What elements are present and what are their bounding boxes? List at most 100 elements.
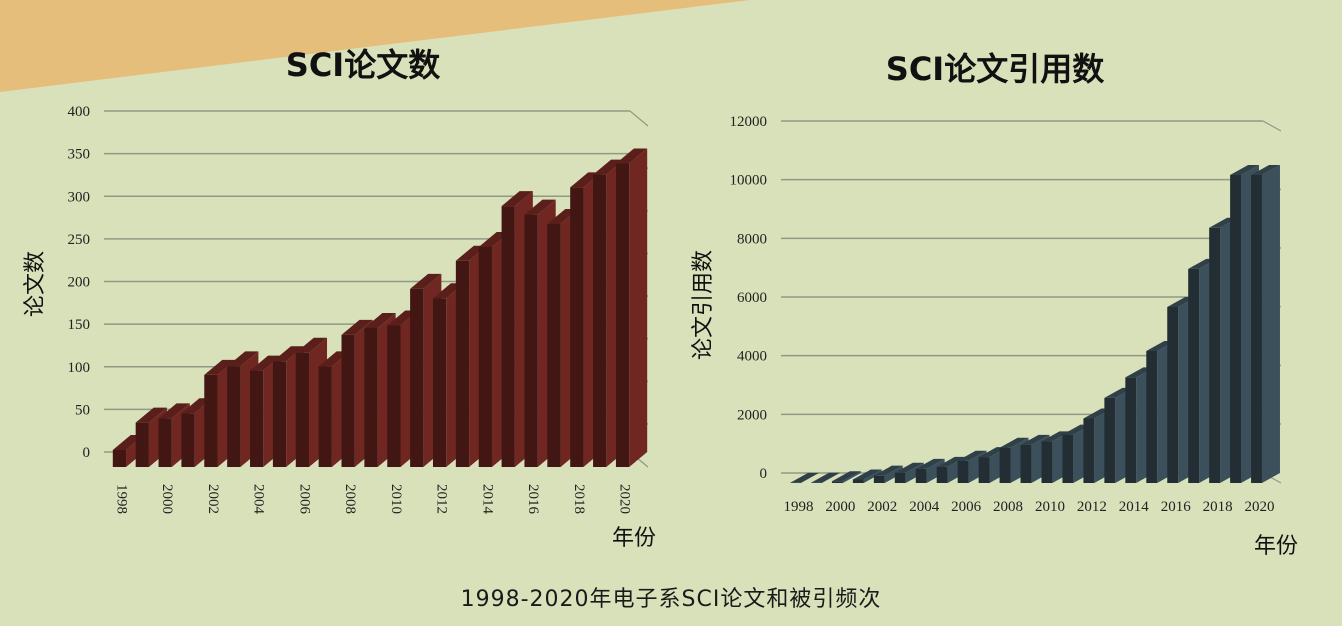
citations-bar-side	[884, 465, 903, 483]
papers-bar-front	[181, 413, 195, 467]
papers-bar-front	[501, 206, 515, 467]
papers-bar-front	[524, 214, 538, 467]
citations-x-tick-label: 2010	[1035, 499, 1065, 515]
papers-x-tick-label: 2002	[205, 484, 221, 514]
citations-x-tick-label: 2018	[1203, 499, 1233, 515]
papers-y-tick-label: 100	[68, 360, 91, 376]
papers-bar-top	[364, 313, 396, 329]
citations-x-tick-label: 2020	[1245, 499, 1275, 515]
citations-bar-front	[999, 447, 1011, 483]
citations-x-tick-label: 2016	[1161, 499, 1192, 515]
citations-bar-front	[1062, 434, 1074, 483]
citations-bar-top	[1041, 431, 1071, 442]
citations-bar-front	[1125, 377, 1137, 483]
papers-x-tick-label: 2004	[251, 484, 267, 515]
citations-x-tick-label: 2004	[909, 499, 940, 515]
papers-bar-top	[158, 403, 190, 419]
papers-bar-top	[272, 346, 305, 362]
papers-y-tick-label: 300	[68, 189, 91, 205]
papers-y-tick-label: 350	[68, 147, 91, 163]
papers-x-tick-label: 2006	[296, 484, 312, 515]
citations-bar-front	[1188, 268, 1200, 483]
citations-bar-top	[852, 469, 882, 480]
papers-bar-front	[387, 325, 401, 467]
citations-bar	[810, 472, 840, 483]
citations-y-axis-title: 论文引用数	[691, 250, 716, 360]
citations-y-tick-label: 6000	[737, 290, 767, 306]
papers-bar	[615, 148, 648, 467]
papers-bar-top	[295, 337, 328, 353]
papers-x-tick-label: 2018	[571, 484, 587, 514]
citations-bar-front	[915, 468, 927, 483]
citations-bar-side	[1261, 165, 1280, 483]
papers-x-tick-label: 2010	[388, 484, 404, 514]
papers-bar-front	[341, 334, 355, 467]
citations-bar-front	[831, 481, 843, 483]
citations-bar-front	[1146, 351, 1158, 483]
papers-y-tick-label: 250	[68, 232, 91, 248]
citations-x-axis-title: 年份	[1254, 534, 1298, 559]
citations-bar-front	[1167, 307, 1179, 483]
papers-bar-front	[593, 174, 607, 467]
citations-bar-front	[1209, 227, 1221, 483]
citations-bar-front	[894, 472, 906, 483]
citations-bar-side	[842, 471, 861, 483]
papers-x-tick-label: 2008	[342, 484, 358, 514]
citations-bar-top	[790, 472, 819, 483]
papers-bar-front	[410, 288, 424, 467]
citations-y-tick-label: 4000	[737, 349, 767, 365]
citations-bar-top	[831, 471, 861, 482]
citations-bar-top	[1020, 434, 1050, 445]
papers-y-tick-label: 200	[68, 275, 91, 291]
citations-bar-side	[926, 458, 945, 483]
citations-x-tick-label: 2014	[1119, 499, 1150, 515]
papers-bar-front	[295, 352, 310, 467]
citations-chart-title: SCI论文引用数	[885, 50, 1105, 88]
citations-x-tick-label: 2000	[825, 499, 855, 515]
citations-bar	[831, 471, 861, 483]
papers-bar-front	[227, 366, 241, 467]
papers-x-tick-label: 2000	[159, 484, 175, 514]
papers-x-tick-label: 2012	[434, 484, 450, 514]
citations-bar-side	[800, 472, 819, 483]
citations-x-tick-label: 2006	[951, 499, 982, 515]
citations-bar-top	[810, 472, 840, 483]
citations-x-tick-label: 2012	[1077, 499, 1107, 515]
papers-y-axis-title: 论文数	[23, 251, 48, 317]
papers-x-tick-label: 2016	[525, 484, 541, 515]
papers-bar-top	[204, 359, 236, 375]
citations-bar-side	[863, 469, 882, 483]
citations-y-tick-label: 12000	[730, 114, 768, 130]
papers-bar-front	[135, 422, 149, 467]
citations-bar-side	[821, 472, 840, 483]
papers-bar-side	[629, 148, 648, 467]
citations-bar-front	[1230, 175, 1242, 483]
citations-bar-front	[957, 460, 969, 483]
citations-bar-front	[852, 479, 864, 483]
papers-bar-front	[547, 224, 561, 467]
papers-bar-front	[364, 328, 378, 467]
citations-bar-top	[894, 462, 924, 473]
banner-shape	[0, 0, 750, 92]
citations-bar-front	[1251, 175, 1262, 483]
citations-bar-top	[936, 456, 966, 467]
citations-bar-front	[1041, 441, 1053, 483]
citations-bar	[873, 465, 903, 483]
papers-bar-front	[112, 449, 127, 467]
citations-bar-top	[999, 437, 1029, 448]
papers-bar-top	[135, 407, 167, 423]
papers-bar-top	[615, 148, 648, 164]
citations-bar-top	[1230, 165, 1260, 175]
citations-bar	[915, 458, 945, 483]
papers-y-tick-label: 150	[68, 317, 91, 333]
papers-bar-top	[227, 351, 259, 367]
papers-x-tick-label: 2020	[617, 484, 633, 514]
papers-bar-front	[570, 187, 584, 467]
papers-bar-top	[341, 319, 373, 335]
citations-bar	[790, 472, 819, 483]
papers-x-tick-label: 2014	[479, 484, 495, 515]
citations-bar-top	[915, 458, 945, 469]
citations-bar	[852, 469, 882, 483]
